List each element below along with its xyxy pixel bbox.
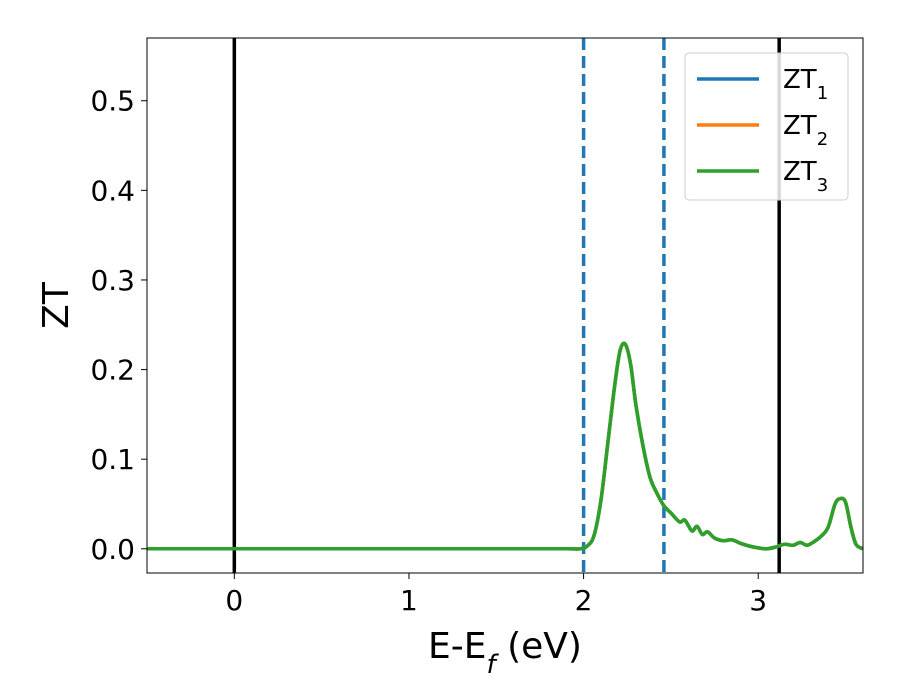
series-lines [147, 341, 863, 551]
y-tick-label: 0.2 [90, 354, 135, 387]
x-tick-label: 0 [225, 584, 243, 617]
legend-label-zt1-sub: 1 [817, 83, 828, 104]
y-tick-label: 0.5 [90, 85, 135, 118]
y-axis-ticks: 0.0 0.1 0.2 0.3 0.4 0.5 [90, 85, 147, 566]
legend-label-zt2: ZT2 [783, 111, 828, 150]
legend: ZT1 ZT2 ZT3 [684, 52, 849, 201]
legend-label-zt3: ZT3 [783, 157, 828, 196]
x-tick-label: 3 [749, 584, 767, 617]
legend-label-zt1-main: ZT [783, 65, 817, 95]
y-tick-label: 0.0 [90, 533, 135, 566]
x-axis-title: E-Ef (eV) [428, 626, 582, 680]
x-axis-title-main: E-E [428, 626, 486, 667]
x-axis-ticks: 0 1 2 3 [225, 573, 767, 617]
legend-label-zt2-sub: 2 [817, 129, 828, 150]
legend-box [684, 52, 849, 201]
x-tick-label: 2 [575, 584, 593, 617]
y-tick-label: 0.4 [90, 174, 135, 207]
legend-label-zt3-main: ZT [783, 157, 817, 187]
legend-label-zt2-main: ZT [783, 111, 817, 141]
legend-label-zt3-sub: 3 [817, 175, 828, 196]
legend-label-zt1: ZT1 [783, 65, 828, 104]
y-axis-title: ZT [36, 281, 77, 329]
x-tick-label: 1 [400, 584, 418, 617]
y-tick-label: 0.3 [90, 264, 135, 297]
y-tick-label: 0.1 [90, 443, 135, 476]
axes-frame [146, 37, 864, 574]
series-line-zt3 [147, 341, 863, 551]
x-axis-title-unit: (eV) [496, 626, 582, 667]
